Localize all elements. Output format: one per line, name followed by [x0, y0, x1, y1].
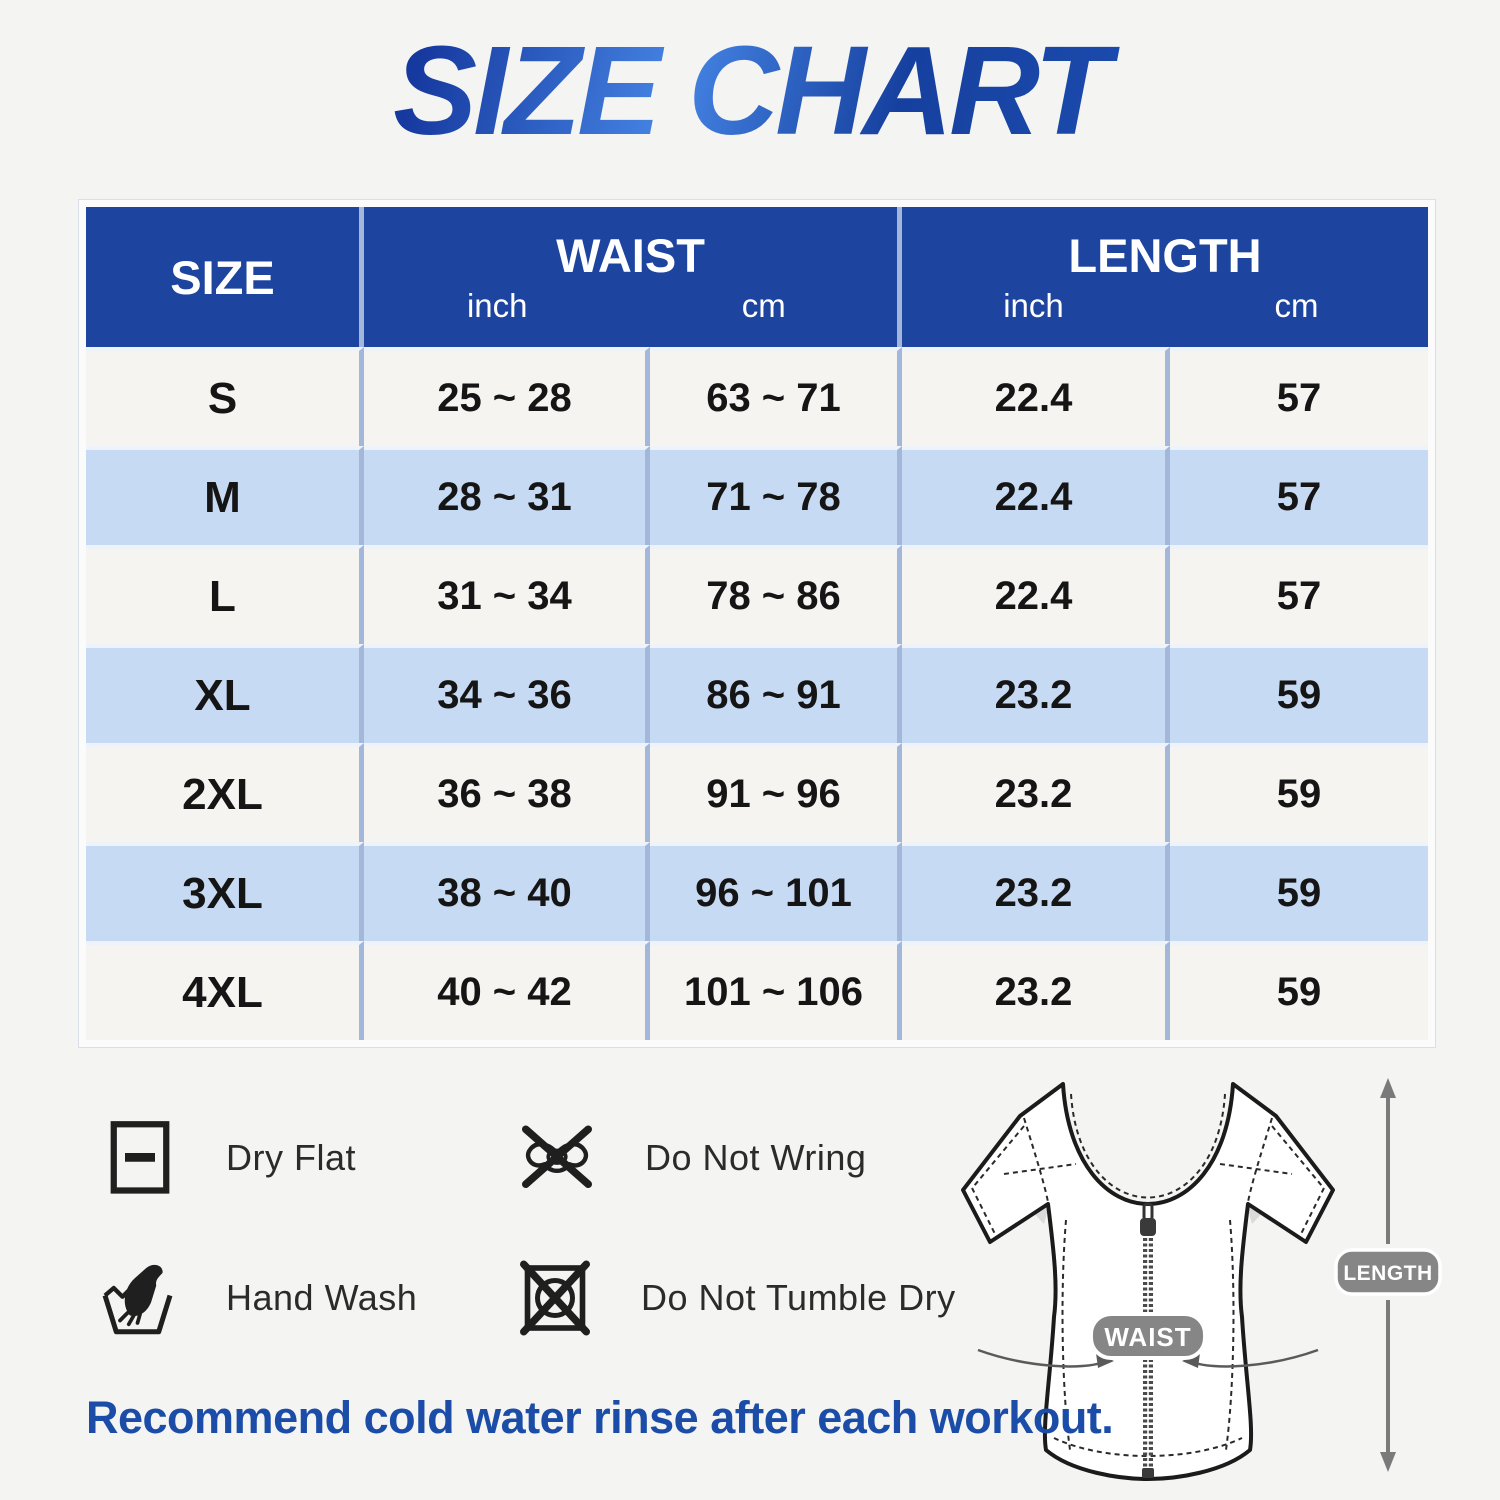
table-row-s-length-inch: 22.4: [902, 347, 1170, 446]
table-row-xl-size: XL: [86, 644, 364, 743]
header-length-units: inch cm: [902, 289, 1428, 322]
header-waist-label: WAIST: [556, 229, 705, 282]
table-row-l-length-inch: 22.4: [902, 545, 1170, 644]
table-row-3xl-length-cm: 59: [1170, 842, 1428, 941]
table-row-l-waist-cm: 78 ~ 86: [650, 545, 902, 644]
care-item-do-not-wring: Do Not Wring: [515, 1088, 1055, 1228]
care-item-dry-flat: Dry Flat: [100, 1088, 515, 1228]
table-row-xl-waist-cm: 86 ~ 91: [650, 644, 902, 743]
header-length-label: LENGTH: [1068, 229, 1262, 282]
do-not-tumble-dry-icon: [520, 1260, 590, 1336]
table-row-m-length-inch: 22.4: [902, 446, 1170, 545]
table-row-l-size: L: [86, 545, 364, 644]
length-badge: LENGTH: [1334, 1248, 1442, 1296]
length-arrow: [1380, 1078, 1396, 1472]
length-badge-label: LENGTH: [1343, 1262, 1432, 1285]
table-row-4xl-length-inch: 23.2: [902, 941, 1170, 1040]
header-waist-units: inch cm: [364, 289, 897, 322]
header-length: LENGTH inch cm: [902, 207, 1428, 347]
table-row-2xl-waist-cm: 91 ~ 96: [650, 743, 902, 842]
table-row-4xl-size: 4XL: [86, 941, 364, 1040]
table-row-3xl-waist-cm: 96 ~ 101: [650, 842, 902, 941]
table-row-2xl-waist-inch: 36 ~ 38: [364, 743, 650, 842]
care-label: Hand Wash: [226, 1277, 418, 1318]
table-row-xl-length-inch: 23.2: [902, 644, 1170, 743]
table-row-4xl-waist-inch: 40 ~ 42: [364, 941, 650, 1040]
zipper-stop: [1142, 1468, 1154, 1478]
table-row-2xl-length-inch: 23.2: [902, 743, 1170, 842]
length-cm-unit: cm: [1274, 287, 1319, 324]
header-waist: WAIST inch cm: [364, 207, 902, 347]
table-row-s-length-cm: 57: [1170, 347, 1428, 446]
table-row-4xl-waist-cm: 101 ~ 106: [650, 941, 902, 1040]
do-not-wring-icon: [522, 1125, 592, 1188]
waist-inch-unit: inch: [466, 287, 528, 324]
dry-flat-icon: [110, 1121, 170, 1194]
table-row-xl-waist-inch: 34 ~ 36: [364, 644, 650, 743]
care-item-hand-wash: Hand Wash: [100, 1228, 515, 1368]
header-size: SIZE: [86, 207, 364, 347]
table-row-3xl-size: 3XL: [86, 842, 364, 941]
hand-wash-icon: [102, 1264, 173, 1335]
table-row-s-size: S: [86, 347, 364, 446]
table-row-l-waist-inch: 31 ~ 34: [364, 545, 650, 644]
waist-cm-unit: cm: [741, 287, 786, 324]
page-title: SIZE CHART: [0, 18, 1500, 163]
table-row-xl-length-cm: 59: [1170, 644, 1428, 743]
care-label: Dry Flat: [226, 1137, 356, 1178]
table-row-3xl-length-inch: 23.2: [902, 842, 1170, 941]
care-label: Do Not Tumble Dry: [641, 1277, 956, 1318]
table-row-m-waist-cm: 71 ~ 78: [650, 446, 902, 545]
care-instructions: Dry Flat Do Not Wring Hand Wash: [100, 1088, 1055, 1368]
table-row-m-size: M: [86, 446, 364, 545]
footer-note: Recommend cold water rinse after each wo…: [86, 1392, 1114, 1443]
waist-badge-label: WAIST: [1104, 1322, 1191, 1352]
table-row-2xl-size: 2XL: [86, 743, 364, 842]
table-row-m-length-cm: 57: [1170, 446, 1428, 545]
garment-diagram: WAIST LENGTH: [908, 1052, 1448, 1492]
garment-illustration: WAIST LENGTH: [961, 1078, 1442, 1481]
table-row-4xl-length-cm: 59: [1170, 941, 1428, 1040]
length-inch-unit: inch: [1003, 287, 1064, 324]
care-label: Do Not Wring: [645, 1137, 867, 1178]
care-item-do-not-tumble-dry: Do Not Tumble Dry: [515, 1228, 1055, 1368]
table-row-2xl-length-cm: 59: [1170, 743, 1428, 842]
waist-arrows: [977, 1348, 1319, 1368]
zipper-slider: [1140, 1218, 1156, 1236]
table-row-3xl-waist-inch: 38 ~ 40: [364, 842, 650, 941]
table-row-s-waist-cm: 63 ~ 71: [650, 347, 902, 446]
table-row-m-waist-inch: 28 ~ 31: [364, 446, 650, 545]
table-row-s-waist-inch: 25 ~ 28: [364, 347, 650, 446]
table-row-l-length-cm: 57: [1170, 545, 1428, 644]
header-size-label: SIZE: [170, 250, 275, 304]
seam-lines: [971, 1093, 1325, 1457]
waist-badge: WAIST: [1089, 1312, 1207, 1360]
size-table: SIZE WAIST inch cm LENGTH inch cm S 25 ~…: [78, 199, 1436, 1048]
